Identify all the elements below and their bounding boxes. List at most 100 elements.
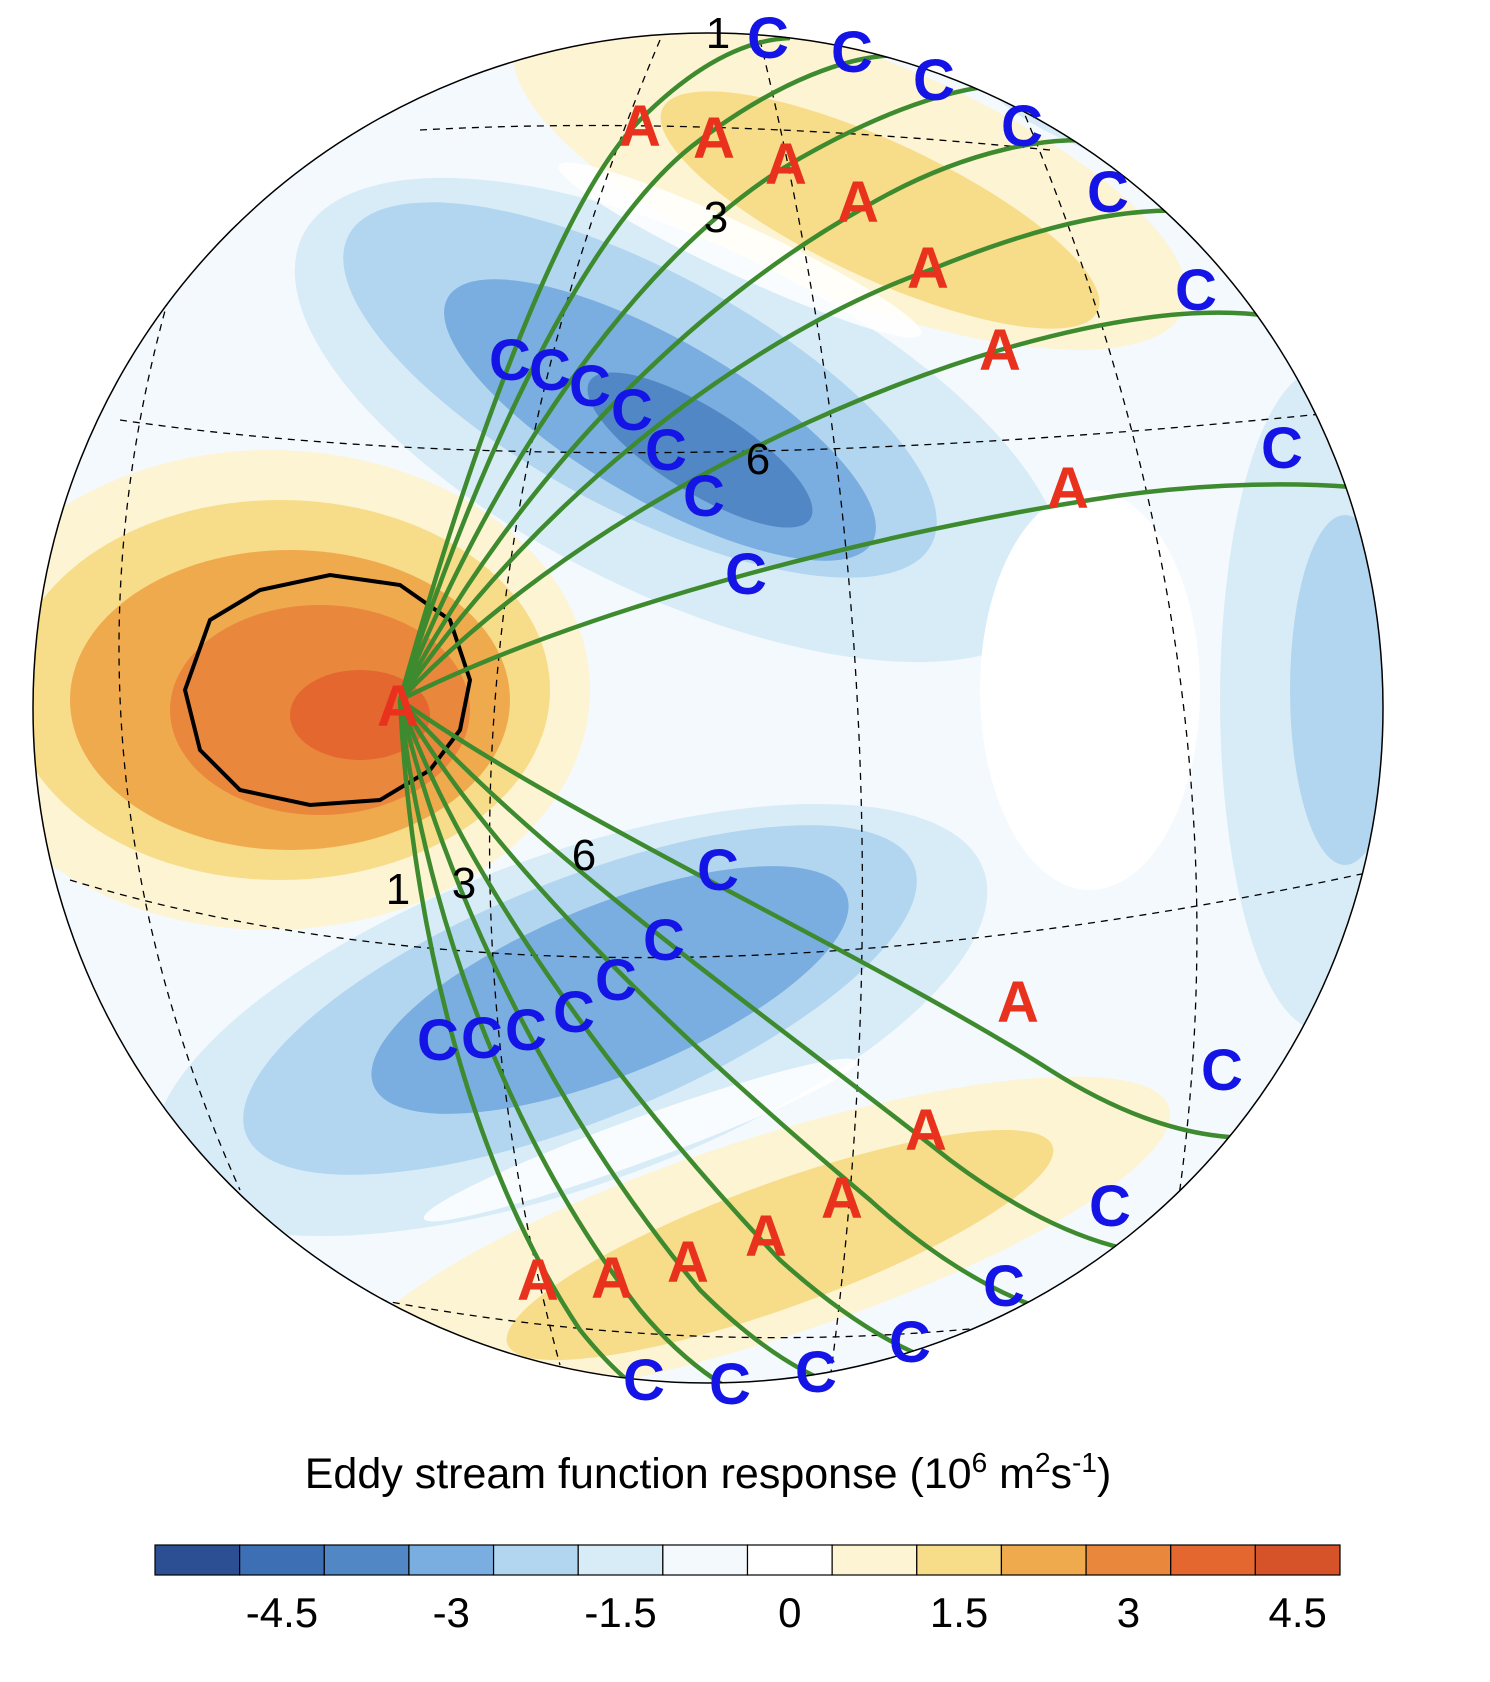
ray-label-c: C: [569, 354, 611, 419]
ray-label-a: A: [619, 94, 661, 159]
colorbar-swatch: [1254, 1544, 1341, 1576]
colorbar-swatch: [916, 1544, 1003, 1576]
colorbar-tick-label: 4.5: [1268, 1589, 1326, 1636]
ray-label-a: A: [517, 1248, 559, 1313]
ray-label-c: C: [831, 20, 873, 85]
longitude-line: [1009, 79, 1198, 1311]
colorbar-swatch: [1000, 1544, 1087, 1576]
north-positive-inner: [660, 91, 1100, 329]
latitude-line: [419, 124, 1051, 151]
ray-label-a: A: [979, 318, 1021, 383]
colorbar-swatch: [577, 1544, 664, 1576]
ray-label-a: A: [745, 1204, 787, 1269]
wave-ray: [397, 35, 791, 701]
ray-label-c: C: [747, 6, 789, 71]
east-negative-inner: [1290, 515, 1383, 865]
ray-label-c: C: [1089, 1174, 1131, 1239]
colorbar-title-part: m: [987, 1450, 1035, 1498]
ray-label-c: C: [1261, 416, 1303, 481]
colorbar-tick-label: 0: [778, 1589, 801, 1636]
ray-label-a: A: [837, 170, 879, 235]
longitude-line: [118, 199, 241, 1191]
ray-label-c: C: [643, 908, 685, 973]
colorbar-swatch: [239, 1544, 325, 1576]
wave-ray: [398, 310, 1311, 702]
colorbar-title-part: ): [1097, 1450, 1111, 1498]
colorbar-tick-label: 3: [1117, 1589, 1140, 1636]
latitude-line: [119, 409, 1361, 454]
colorbar-swatch: [1085, 1544, 1172, 1576]
ray-labels: A C C C C C C C A A A A A A A C C C C C …: [377, 6, 1303, 1417]
globe-outline: [32, 32, 1384, 1384]
colorbar: -4.5 -3 -1.5 0 1.5 3 4.5: [154, 1544, 1341, 1636]
colorbar-swatch: [831, 1544, 918, 1576]
ray-label-a: A: [693, 106, 735, 171]
ray-label-c: C: [595, 948, 637, 1013]
wave-ray: [397, 52, 901, 701]
colorbar-tick-label: -4.5: [246, 1589, 318, 1636]
shaded-field: [33, 33, 1383, 1383]
latitude-line: [69, 869, 1381, 959]
colorbar-title-exponent: -1: [1072, 1447, 1097, 1478]
ray-label-c: C: [553, 980, 595, 1045]
ray-label-c: C: [683, 464, 725, 529]
colorbar-swatch: [1170, 1544, 1256, 1576]
colorbar-swatch: [323, 1544, 410, 1576]
ray-label-c: C: [1087, 160, 1129, 225]
colorbar-swatch: [408, 1544, 495, 1576]
wave-ray: [397, 699, 682, 1383]
ray-label-c: C: [795, 1340, 837, 1405]
south-positive-inner: [506, 1129, 1054, 1361]
ray-label-c: C: [611, 378, 653, 443]
north-negative-core: [587, 372, 813, 528]
wavenumber-label: 6: [746, 435, 770, 484]
white-band-south: [423, 1058, 857, 1222]
colorbar-swatch: [154, 1544, 241, 1576]
ray-label-a: A: [591, 1246, 633, 1311]
white-region-east: [980, 490, 1200, 890]
ray-label-a: A: [907, 236, 949, 301]
colorbar-title-exponent: 2: [1035, 1447, 1051, 1478]
colorbar-swatch: [492, 1544, 579, 1576]
ray-label-c: C: [983, 1254, 1025, 1319]
wave-ray: [398, 138, 1121, 702]
wavenumber-label: 3: [452, 859, 476, 908]
source-label: A: [377, 674, 419, 739]
colorbar-tick-label: -1.5: [584, 1589, 656, 1636]
ray-label-c: C: [709, 1352, 751, 1417]
wavenumber-label: 1: [386, 865, 410, 914]
colorbar-title-exponent: 6: [972, 1447, 988, 1478]
ray-label-c: C: [623, 1348, 665, 1413]
ray-label-a: A: [821, 1166, 863, 1231]
graticule: [69, 39, 1381, 1381]
ray-label-c: C: [697, 838, 739, 903]
ray-label-c: C: [461, 1006, 503, 1071]
ray-label-c: C: [725, 542, 767, 607]
ray-label-a: A: [765, 132, 807, 197]
wave-ray: [397, 82, 1011, 701]
ray-label-a: A: [1047, 456, 1089, 521]
colorbar-title-part: Eddy stream function response (10: [305, 1450, 972, 1498]
colorbar-swatch: [662, 1544, 749, 1576]
ray-label-c: C: [505, 998, 547, 1063]
ray-label-c: C: [529, 338, 571, 403]
wavenumber-labels: 1 3 6 1 3 6: [386, 9, 770, 914]
colorbar-title: Eddy stream function response (106 m2s-1…: [305, 1447, 1112, 1498]
ray-label-c: C: [1201, 1038, 1243, 1103]
longitude-line: [488, 39, 661, 1366]
wave-ray: [398, 208, 1221, 702]
ray-label-c: C: [1175, 258, 1217, 323]
longitude-line: [759, 39, 864, 1381]
ray-label-c: C: [645, 418, 687, 483]
ray-label-a: A: [905, 1098, 947, 1163]
wave-ray: [397, 699, 781, 1383]
ray-label-c: C: [417, 1008, 459, 1073]
ray-label-c: C: [913, 48, 955, 113]
wavenumber-label: 1: [706, 9, 730, 58]
white-band-north: [558, 162, 922, 338]
wavenumber-label: 6: [572, 831, 596, 880]
ray-label-a: A: [667, 1230, 709, 1295]
wave-ray: [398, 482, 1383, 703]
ray-label-c: C: [889, 1310, 931, 1375]
